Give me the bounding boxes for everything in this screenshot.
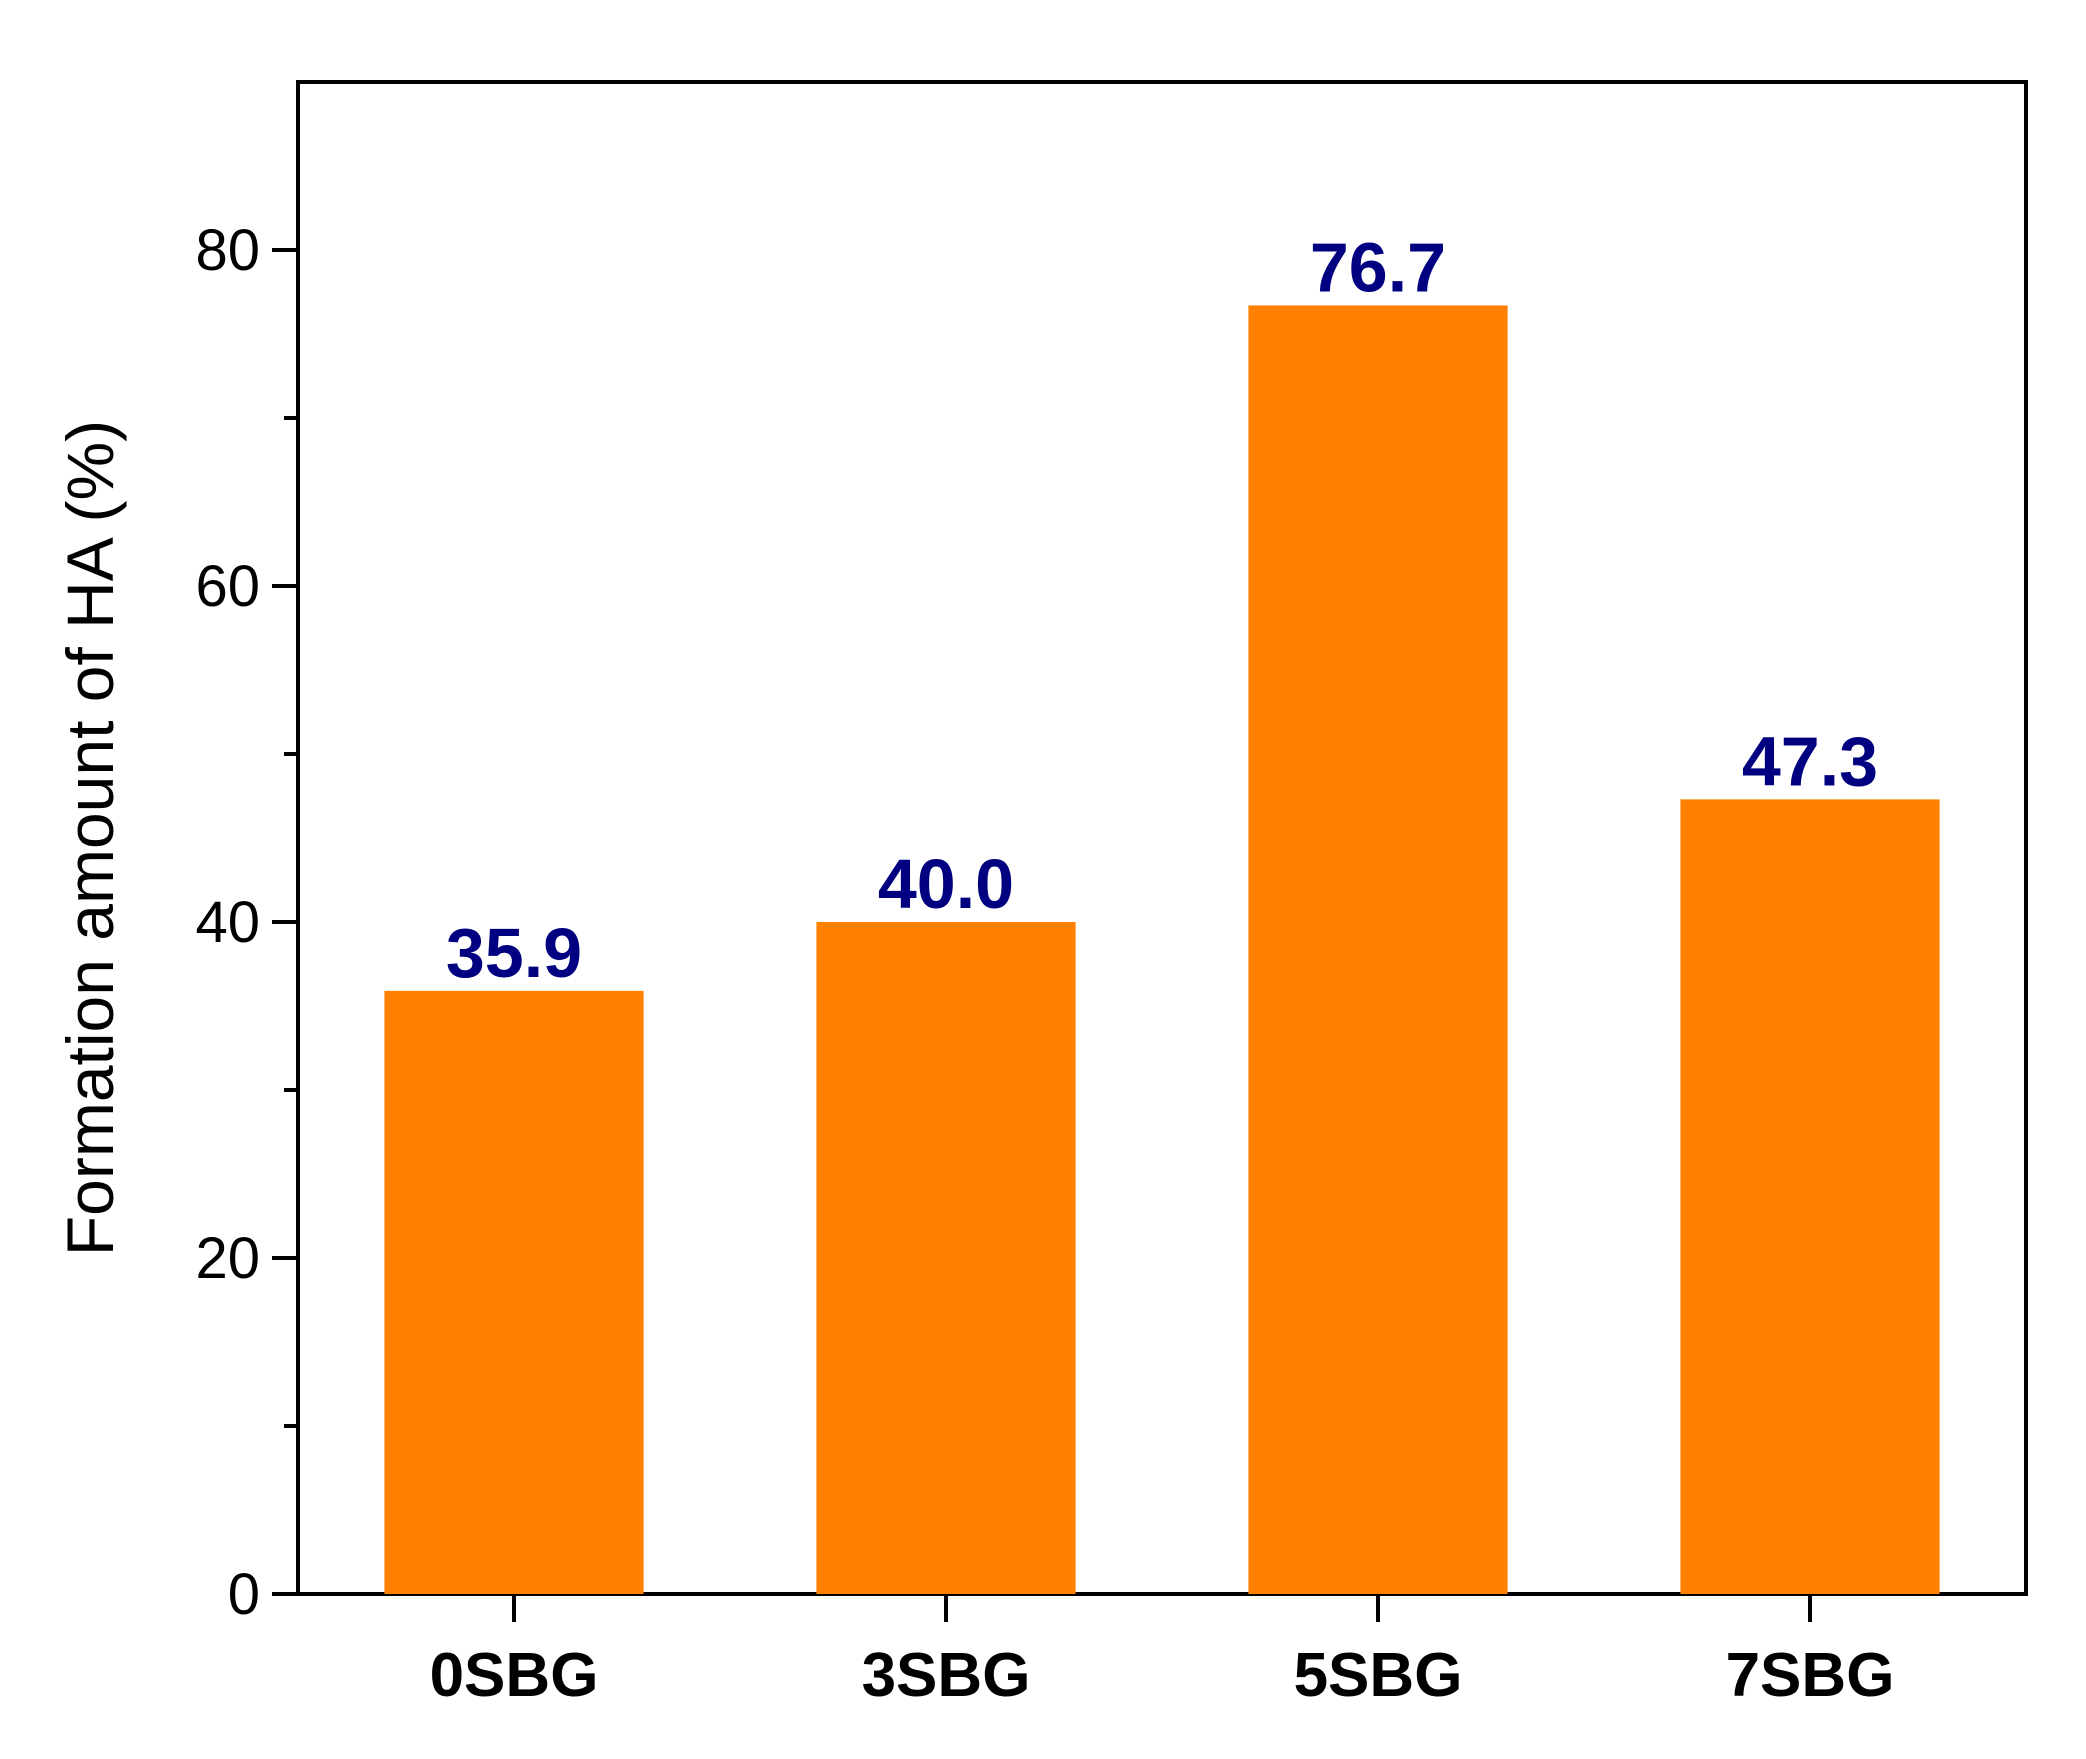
bar-7sbg <box>1680 799 1940 1594</box>
data-label-7sbg: 47.3 <box>1742 722 1878 800</box>
x-axis: 0SBG 3SBG 5SBG 7SBG <box>430 1594 1895 1710</box>
y-axis: 0 20 40 60 80 <box>195 218 298 1627</box>
y-axis-title: Formation amount of HA (%) <box>53 420 127 1256</box>
bar-0sbg <box>384 990 644 1594</box>
data-label-0sbg: 35.9 <box>446 914 582 992</box>
bars: 35.9 40.0 76.7 47.3 <box>384 228 1940 1595</box>
x-tick-label-7sbg: 7SBG <box>1726 1641 1895 1710</box>
y-tick-label: 60 <box>195 554 260 619</box>
y-tick-label: 20 <box>195 1226 260 1291</box>
y-tick-label: 80 <box>195 218 260 283</box>
x-tick-label-0sbg: 0SBG <box>430 1641 599 1710</box>
y-tick-label: 0 <box>228 1562 260 1627</box>
data-label-3sbg: 40.0 <box>878 845 1014 923</box>
bar-5sbg <box>1248 305 1508 1595</box>
data-label-5sbg: 76.7 <box>1310 228 1446 306</box>
y-tick-label: 40 <box>195 890 260 955</box>
x-tick-label-3sbg: 3SBG <box>862 1641 1031 1710</box>
bar-3sbg <box>816 922 1076 1594</box>
plot-frame <box>296 80 2028 1596</box>
x-tick-label-5sbg: 5SBG <box>1294 1641 1463 1710</box>
